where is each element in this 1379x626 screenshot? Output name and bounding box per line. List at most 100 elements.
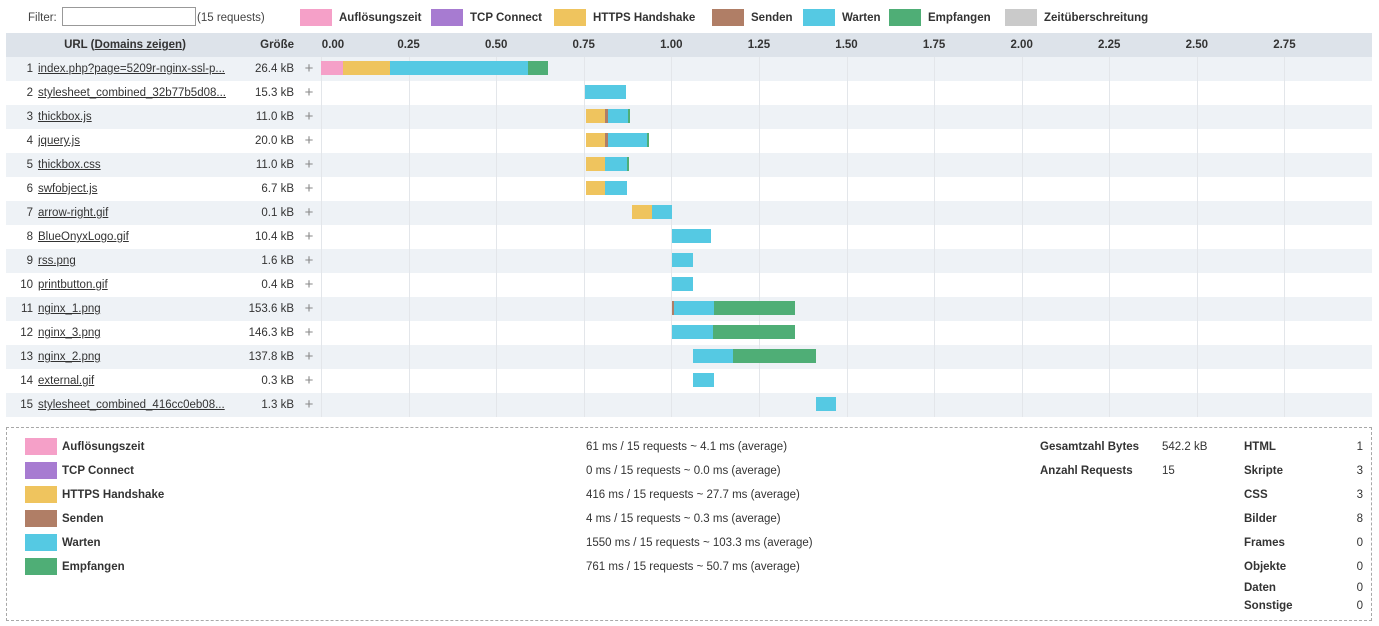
request-size: 11.0 kB: [255, 111, 294, 123]
timeline-gridline: [934, 249, 935, 273]
timeline-gridline: [671, 369, 672, 393]
legend-label: TCP Connect: [470, 11, 542, 24]
timeline-gridline: [496, 345, 497, 369]
timeline-gridline: [847, 345, 848, 369]
axis-tick-label: 2.00: [1010, 39, 1033, 51]
timeline-gridline: [934, 369, 935, 393]
expand-row-plus-icon[interactable]: +: [304, 324, 314, 341]
timing-bar-segment: [652, 205, 672, 219]
expand-row-plus-icon[interactable]: +: [304, 132, 314, 149]
timing-bar-segment: [585, 133, 606, 147]
timeline-gridline: [934, 345, 935, 369]
timeline-gridline: [1197, 393, 1198, 417]
timeline-gridline: [847, 249, 848, 273]
request-url-link[interactable]: swfobject.js: [38, 183, 98, 195]
expand-row-plus-icon[interactable]: +: [304, 108, 314, 125]
timeline-gridline: [1197, 369, 1198, 393]
timeline-gridline: [496, 297, 497, 321]
table-row: 1 index.php?page=5209r-nginx-ssl-p... 26.4…: [6, 57, 1372, 81]
request-url-link[interactable]: jquery.js: [38, 135, 80, 147]
timeline-gridline: [759, 393, 760, 417]
expand-row-plus-icon[interactable]: +: [304, 228, 314, 245]
timeline-gridline: [1284, 393, 1285, 417]
timeline-gridline: [1022, 225, 1023, 249]
expand-row-plus-icon[interactable]: +: [304, 204, 314, 221]
expand-row-plus-icon[interactable]: +: [304, 276, 314, 293]
table-row: 12 nginx_3.png 146.3 kB +: [6, 321, 1372, 345]
timeline-gridline: [1284, 201, 1285, 225]
timeline-gridline: [671, 57, 672, 81]
request-url-link[interactable]: nginx_2.png: [38, 351, 101, 363]
timeline-gridline: [1022, 201, 1023, 225]
axis-tick-label: 1.25: [747, 39, 771, 51]
timeline-gridline: [1197, 177, 1198, 201]
timeline-gridline: [847, 393, 848, 417]
legend-label: Auflösungszeit: [339, 11, 422, 24]
timing-bar-segment: [342, 61, 391, 75]
row-index: 7: [26, 207, 33, 219]
request-timeline: [321, 393, 1372, 417]
show-domains-link[interactable]: Domains zeigen: [94, 39, 183, 51]
expand-row-plus-icon[interactable]: +: [304, 84, 314, 101]
request-url-link[interactable]: thickbox.css: [38, 159, 101, 171]
timeline-gridline: [1022, 81, 1023, 105]
timeline-gridline: [321, 225, 322, 249]
timeline-gridline: [1022, 273, 1023, 297]
request-url-link[interactable]: stylesheet_combined_416cc0eb08...: [38, 399, 225, 411]
expand-row-plus-icon[interactable]: +: [304, 180, 314, 197]
content-type-count: 0: [1356, 537, 1363, 549]
timeline-gridline: [409, 177, 410, 201]
request-size: 137.8 kB: [248, 351, 294, 363]
timing-bar-segment: [585, 109, 606, 123]
request-url-link[interactable]: arrow-right.gif: [38, 207, 109, 219]
content-type-count: 0: [1356, 582, 1363, 594]
timing-bar-segment: [390, 61, 528, 75]
timing-summary-row: Senden 4 ms / 15 requests ~ 0.3 ms (avera…: [7, 510, 1371, 528]
timeline-gridline: [321, 105, 322, 129]
expand-row-plus-icon[interactable]: +: [304, 300, 314, 317]
expand-row-plus-icon[interactable]: +: [304, 60, 314, 77]
expand-row-plus-icon[interactable]: +: [304, 396, 314, 413]
expand-row-plus-icon[interactable]: +: [304, 156, 314, 173]
timeline-gridline: [1109, 81, 1110, 105]
table-row: 11 nginx_1.png 153.6 kB +: [6, 297, 1372, 321]
timeline-gridline: [1197, 81, 1198, 105]
request-url-link[interactable]: external.gif: [38, 375, 95, 387]
request-url-link[interactable]: printbutton.gif: [38, 279, 108, 291]
request-size: 20.0 kB: [255, 135, 294, 147]
timeline-gridline: [671, 345, 672, 369]
expand-row-plus-icon[interactable]: +: [304, 348, 314, 365]
request-url-link[interactable]: nginx_3.png: [38, 327, 101, 339]
timeline-gridline: [671, 81, 672, 105]
timeline-gridline: [409, 321, 410, 345]
request-timeline: [321, 321, 1372, 345]
request-url-link[interactable]: rss.png: [38, 255, 76, 267]
timeline-gridline: [584, 345, 585, 369]
axis-tick-label: 1.50: [835, 39, 858, 51]
table-row: 15 stylesheet_combined_416cc0eb08... 1.3 k…: [6, 393, 1372, 417]
request-url-link[interactable]: stylesheet_combined_32b77b5d08...: [38, 87, 226, 99]
timeline-gridline: [321, 345, 322, 369]
row-index: 10: [20, 279, 33, 291]
request-url-link[interactable]: BlueOnyxLogo.gif: [38, 231, 129, 243]
content-type-label: HTML: [1244, 441, 1276, 453]
row-index: 2: [26, 87, 33, 99]
total-bytes-label: Gesamtzahl Bytes: [1040, 441, 1140, 453]
filter-input[interactable]: [62, 7, 196, 26]
request-url-link[interactable]: thickbox.js: [38, 111, 92, 123]
size-column-header: Größe: [260, 39, 294, 51]
timeline-gridline: [1109, 201, 1110, 225]
request-url-link[interactable]: index.php?page=5209r-nginx-ssl-p...: [38, 63, 225, 75]
request-url-link[interactable]: nginx_1.png: [38, 303, 101, 315]
table-row: 8 BlueOnyxLogo.gif 10.4 kB +: [6, 225, 1372, 249]
expand-row-plus-icon[interactable]: +: [304, 252, 314, 269]
axis-tick-label: 0.25: [397, 39, 420, 51]
timeline-gridline: [934, 225, 935, 249]
timeline-gridline: [1284, 153, 1285, 177]
expand-row-plus-icon[interactable]: +: [304, 372, 314, 389]
timing-swatch: [25, 438, 57, 455]
timeline-gridline: [1022, 129, 1023, 153]
table-row: 2 stylesheet_combined_32b77b5d08... 15.3 k…: [6, 81, 1372, 105]
timing-bar-segment: [733, 349, 816, 363]
request-timeline: [321, 345, 1372, 369]
